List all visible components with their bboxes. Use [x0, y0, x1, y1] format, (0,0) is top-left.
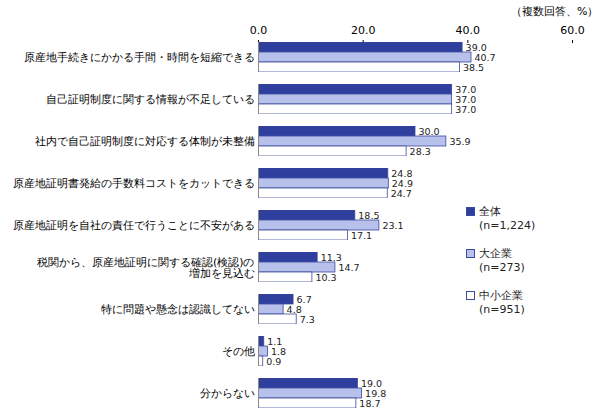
svg-text:税関から、原産地証明に関する確認(検認)の増加を見込む: 税関から、原産地証明に関する確認(検認)の増加を見込む: [37, 256, 255, 280]
svg-text:24.9: 24.9: [391, 177, 413, 189]
svg-text:18.7: 18.7: [359, 398, 380, 409]
html-text:大企業 (n=273): 大企業 (n=273): [479, 247, 525, 274]
svg-text:原産地証明を自社の責任で行うことに不安がある: 原産地証明を自社の責任で行うことに不安がある: [13, 219, 255, 232]
svg-text:28.3: 28.3: [410, 146, 431, 157]
svg-text:1.1: 1.1: [267, 335, 283, 347]
svg-text:0.0: 0.0: [250, 24, 268, 37]
svg-text:35.9: 35.9: [449, 136, 470, 147]
svg-text:原産地証明書発給の手数料コストをカットできる: 原産地証明書発給の手数料コストをカットできる: [13, 177, 255, 190]
svg-text:37.0: 37.0: [455, 104, 476, 115]
svg-text:18.5: 18.5: [358, 210, 379, 221]
svg-text:24.8: 24.8: [391, 167, 413, 179]
svg-text:1.8: 1.8: [270, 345, 286, 357]
svg-text:38.5: 38.5: [463, 62, 484, 73]
svg-text:40.0: 40.0: [456, 24, 481, 37]
svg-text:自己証明制度に関する情報が不足している: 自己証明制度に関する情報が不足している: [46, 93, 255, 106]
svg-text:14.7: 14.7: [338, 262, 359, 273]
html-text:中小企業 (n=951): 中小企業 (n=951): [479, 289, 525, 316]
svg-text:4.8: 4.8: [286, 303, 302, 315]
svg-text:10.3: 10.3: [315, 272, 336, 283]
svg-text:19.8: 19.8: [365, 387, 387, 399]
svg-text:37.0: 37.0: [455, 93, 477, 105]
svg-text:17.1: 17.1: [351, 230, 372, 241]
svg-text:39.0: 39.0: [465, 41, 487, 53]
svg-text:11.3: 11.3: [320, 251, 342, 263]
svg-text:分からない: 分からない: [200, 387, 255, 400]
svg-text:20.0: 20.0: [351, 24, 376, 37]
svg-text:24.7: 24.7: [391, 188, 412, 199]
svg-text:（複数回答、%）: （複数回答、%）: [511, 5, 598, 18]
svg-text:60.0: 60.0: [560, 24, 585, 37]
svg-text:特に問題や懸念は認識してない: 特に問題や懸念は認識してない: [101, 303, 255, 316]
svg-text:37.0: 37.0: [455, 83, 477, 95]
svg-text:社内で自己証明制度に対応する体制が未整備: 社内で自己証明制度に対応する体制が未整備: [35, 135, 255, 148]
svg-text:30.0: 30.0: [419, 126, 440, 137]
svg-text:7.3: 7.3: [300, 314, 315, 325]
svg-text:6.7: 6.7: [296, 293, 312, 305]
svg-text:19.0: 19.0: [360, 377, 383, 389]
svg-text:その他: その他: [222, 345, 255, 358]
svg-text:原産地手続きにかかる手間・時間を短縮できる: 原産地手続きにかかる手間・時間を短縮できる: [24, 51, 255, 64]
svg-text:40.7: 40.7: [474, 51, 496, 63]
html-text:全体 (n=1,224): 全体 (n=1,224): [479, 205, 536, 232]
svg-text:0.9: 0.9: [266, 356, 281, 367]
svg-text:23.1: 23.1: [382, 220, 403, 231]
